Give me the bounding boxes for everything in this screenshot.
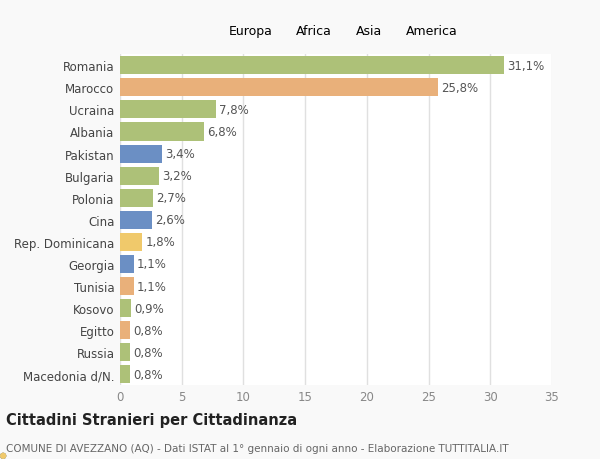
Bar	[120, 277, 134, 296]
Text: 0,9%: 0,9%	[134, 302, 164, 315]
Text: 1,1%: 1,1%	[137, 280, 167, 293]
Legend: Europa, Africa, Asia, America: Europa, Africa, Asia, America	[211, 22, 461, 42]
Text: 2,7%: 2,7%	[157, 192, 186, 205]
Bar	[120, 343, 130, 362]
Text: 1,1%: 1,1%	[137, 258, 167, 271]
Text: 2,6%: 2,6%	[155, 214, 185, 227]
Bar	[120, 233, 142, 252]
Bar	[120, 145, 162, 163]
Text: 6,8%: 6,8%	[207, 126, 237, 139]
Text: 1,8%: 1,8%	[145, 236, 175, 249]
Bar	[120, 255, 134, 274]
Text: 3,2%: 3,2%	[163, 170, 193, 183]
Bar	[120, 167, 160, 185]
Bar	[120, 299, 131, 318]
Text: 0,8%: 0,8%	[133, 368, 163, 381]
Text: 0,8%: 0,8%	[133, 324, 163, 337]
Bar	[120, 211, 152, 230]
Bar	[120, 365, 130, 384]
Text: 25,8%: 25,8%	[442, 82, 479, 95]
Bar	[120, 57, 504, 75]
Bar	[120, 79, 439, 97]
Bar	[120, 123, 204, 141]
Text: 31,1%: 31,1%	[507, 60, 544, 73]
Text: 0,8%: 0,8%	[133, 346, 163, 359]
Bar	[120, 189, 154, 207]
Bar	[120, 101, 216, 119]
Bar	[120, 321, 130, 340]
Text: 7,8%: 7,8%	[220, 104, 249, 117]
Text: Cittadini Stranieri per Cittadinanza: Cittadini Stranieri per Cittadinanza	[6, 413, 297, 428]
Text: COMUNE DI AVEZZANO (AQ) - Dati ISTAT al 1° gennaio di ogni anno - Elaborazione T: COMUNE DI AVEZZANO (AQ) - Dati ISTAT al …	[6, 443, 509, 453]
Text: 3,4%: 3,4%	[165, 148, 195, 161]
